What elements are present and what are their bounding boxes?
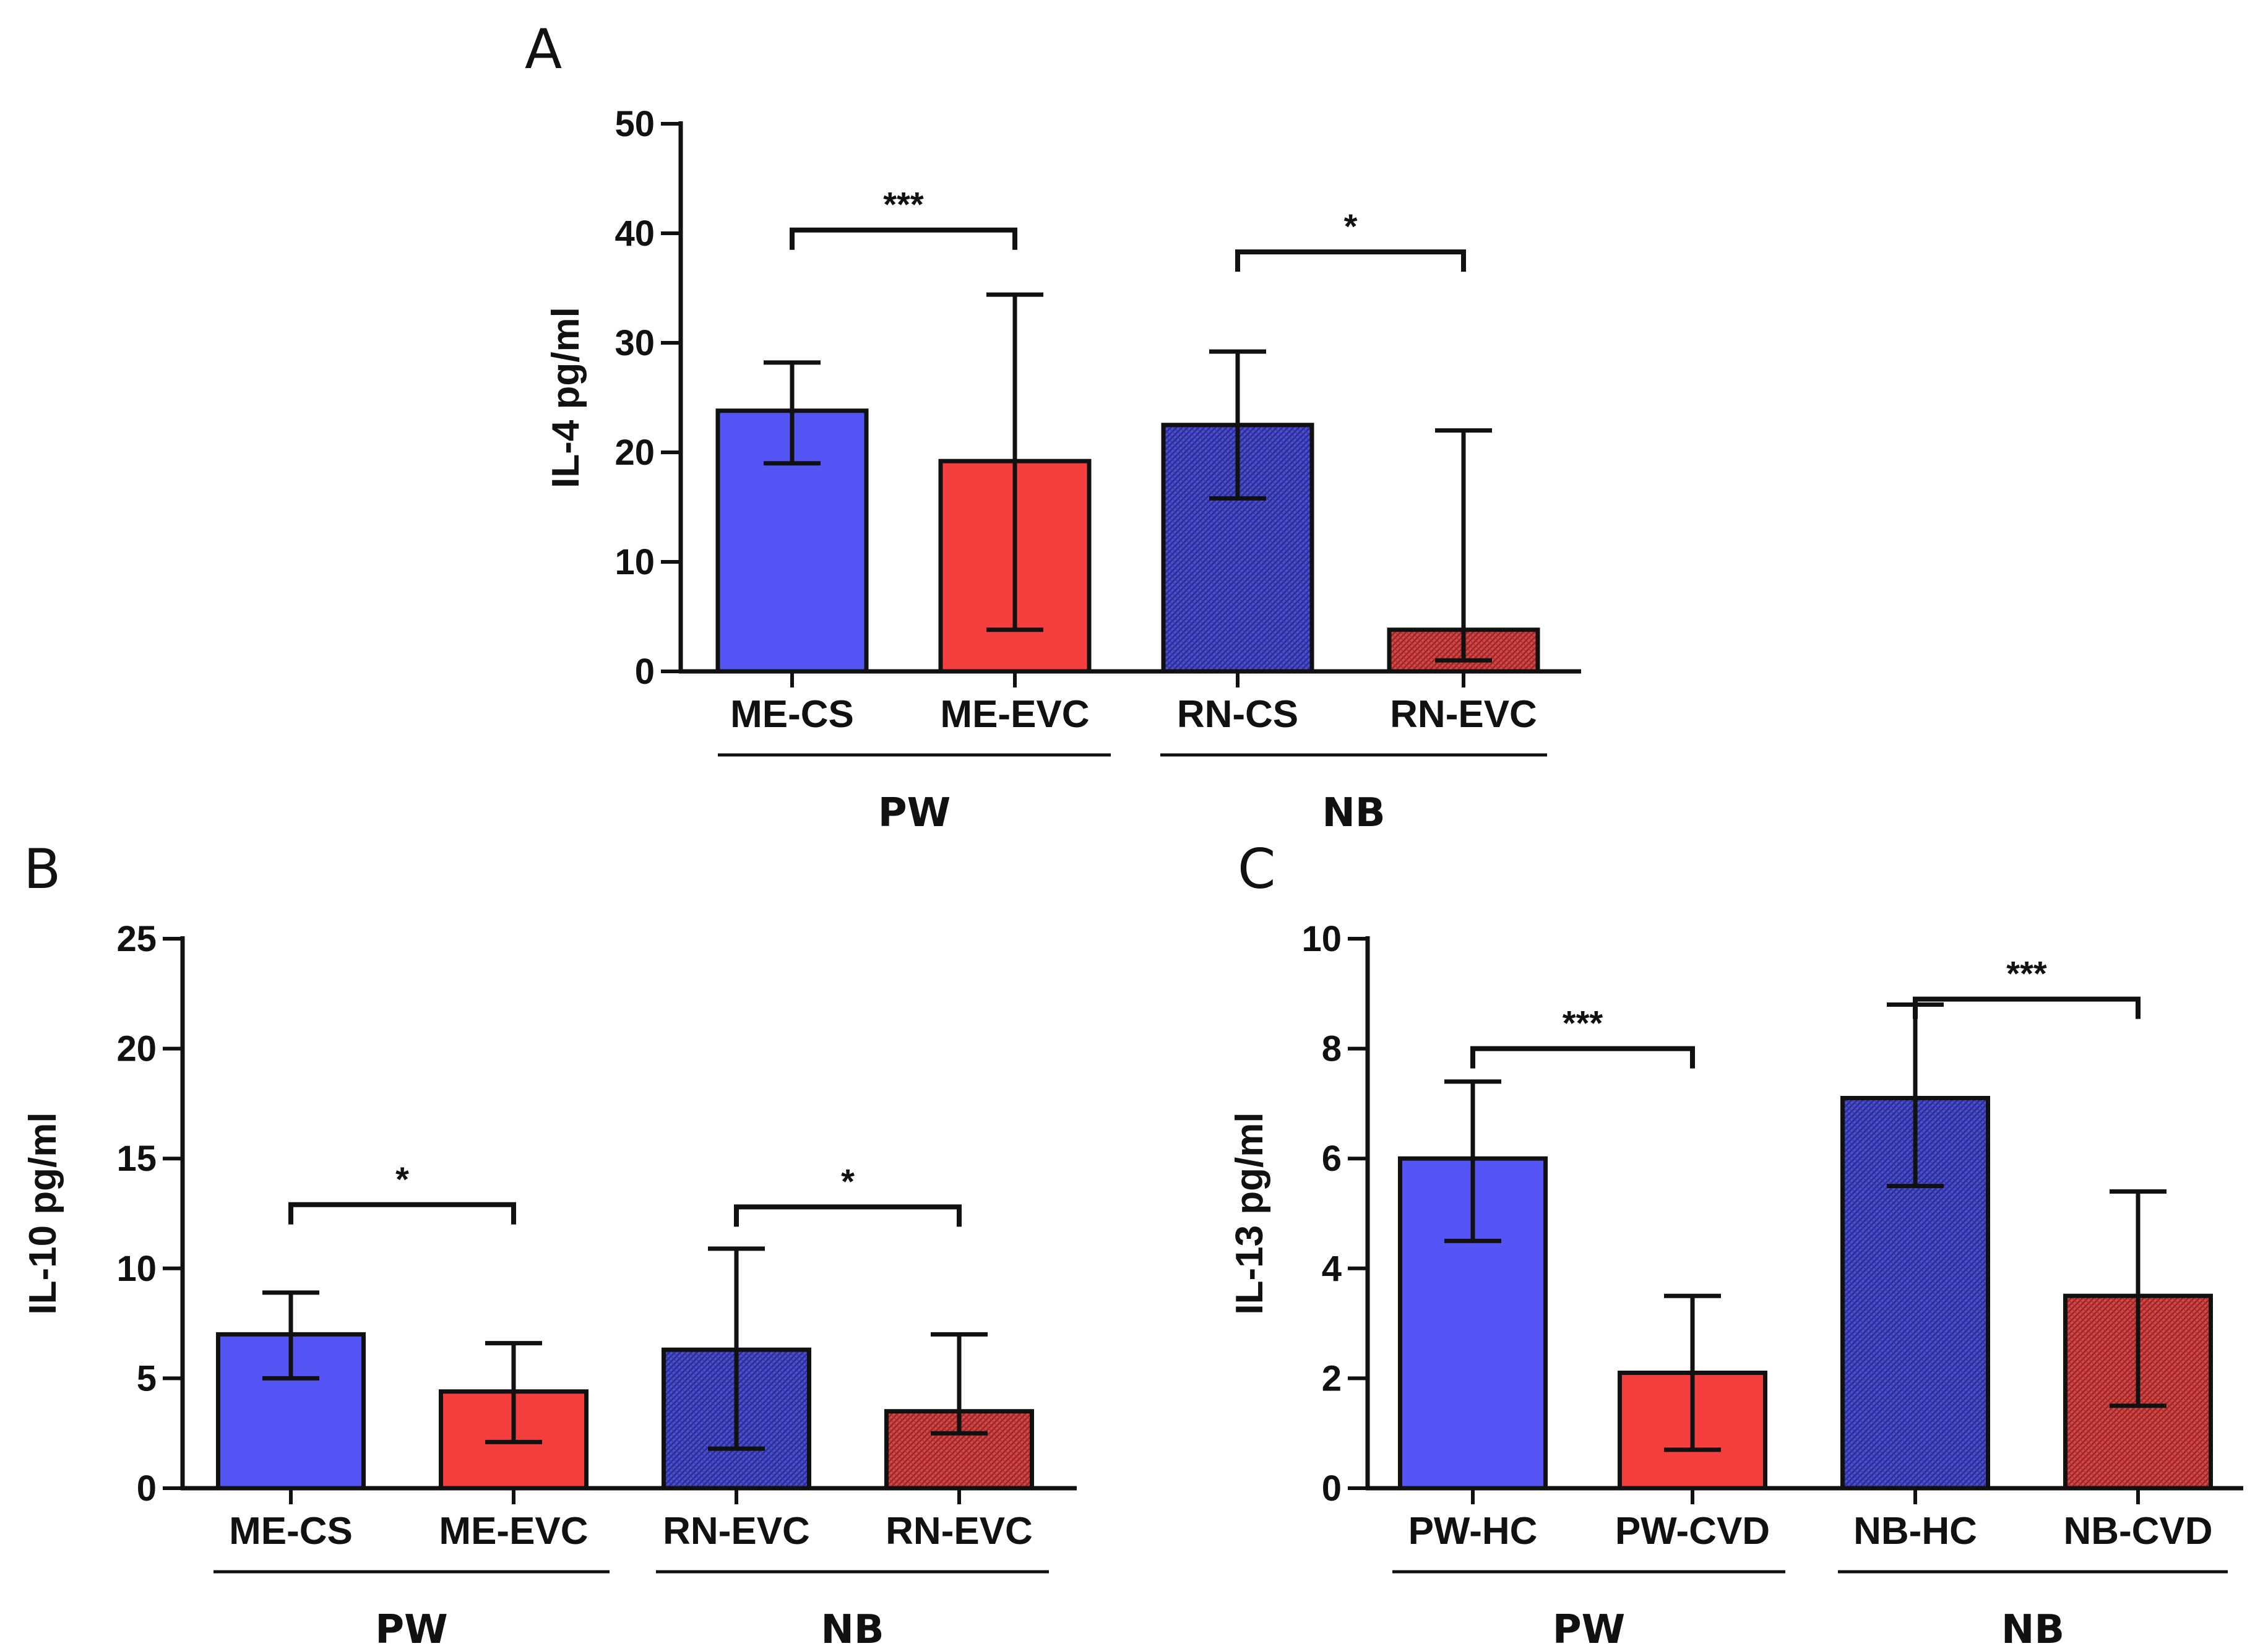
group-label: PW bbox=[375, 1607, 448, 1646]
y-tick-label: 8 bbox=[1322, 1029, 1342, 1069]
x-tick-label: PW-HC bbox=[1408, 1510, 1538, 1553]
x-tick-label: RN-EVC bbox=[886, 1510, 1033, 1553]
significance-bracket bbox=[1470, 1046, 1695, 1069]
x-tick-label: ME-CS bbox=[229, 1510, 353, 1553]
panel-letter: A bbox=[525, 17, 562, 81]
significance-label: *** bbox=[1563, 1004, 1603, 1043]
y-tick-label: 0 bbox=[1322, 1468, 1342, 1509]
y-tick-label: 15 bbox=[116, 1139, 157, 1179]
panel-b: B IL-10 pg/ml 0 5 10 15 20 25 ME-CS ME-EVC RN-EVC R… bbox=[22, 837, 1077, 1646]
significance-label: * bbox=[395, 1160, 409, 1199]
significance-bracket bbox=[1235, 249, 1466, 272]
y-tick-label: 10 bbox=[116, 1249, 157, 1289]
x-tick-label: NB-HC bbox=[1853, 1510, 1977, 1553]
y-axis-title: IL-10 pg/ml bbox=[22, 1112, 64, 1314]
x-tick-label: ME-CS bbox=[730, 693, 854, 736]
panel-a: A IL-4 pg/ml 0 10 20 30 40 50 ME-CS ME-EVC RN-CS RN… bbox=[525, 17, 1581, 836]
y-tick-label: 5 bbox=[137, 1358, 157, 1398]
y-tick-label: 50 bbox=[614, 104, 655, 144]
y-tick-label: 20 bbox=[614, 433, 655, 473]
group-label: NB bbox=[1322, 790, 1385, 836]
panel-c: C IL-13 pg/ml 0 2 4 6 8 10 PW-HC PW-CVD NB-HC NB-CV… bbox=[1228, 837, 2243, 1646]
significance-bracket bbox=[1913, 996, 2141, 1019]
x-tick-label: PW-CVD bbox=[1615, 1510, 1770, 1553]
significance-bracket bbox=[288, 1202, 516, 1225]
y-tick-label: 25 bbox=[116, 919, 157, 959]
significance-bracket bbox=[734, 1204, 962, 1227]
panel-letter: B bbox=[24, 837, 61, 901]
x-tick-label: RN-EVC bbox=[1390, 693, 1537, 736]
significance-label: *** bbox=[883, 185, 924, 224]
significance-bracket bbox=[790, 227, 1017, 250]
y-tick-label: 0 bbox=[635, 652, 655, 692]
panel-letter: C bbox=[1238, 837, 1275, 901]
significance-label: * bbox=[841, 1161, 855, 1200]
significance-label: *** bbox=[2006, 954, 2047, 993]
group-label: PW bbox=[878, 790, 951, 836]
x-tick-label: ME-EVC bbox=[940, 693, 1089, 736]
group-label: PW bbox=[1553, 1607, 1626, 1646]
y-tick-label: 10 bbox=[614, 542, 655, 582]
x-tick-label: ME-EVC bbox=[439, 1510, 588, 1553]
y-tick-label: 6 bbox=[1322, 1139, 1342, 1179]
y-tick-label: 20 bbox=[116, 1029, 157, 1069]
y-axis-title: IL-13 pg/ml bbox=[1228, 1112, 1271, 1314]
significance-label: * bbox=[1344, 207, 1358, 246]
x-tick-label: RN-CS bbox=[1177, 693, 1298, 736]
y-tick-label: 4 bbox=[1322, 1249, 1342, 1289]
y-tick-label: 40 bbox=[614, 213, 655, 254]
x-tick-label: RN-EVC bbox=[663, 1510, 810, 1553]
x-tick-label: NB-CVD bbox=[2063, 1510, 2212, 1553]
y-axis-title: IL-4 pg/ml bbox=[545, 307, 587, 488]
group-label: NB bbox=[821, 1607, 884, 1646]
y-tick-label: 10 bbox=[1301, 919, 1342, 959]
y-tick-label: 30 bbox=[614, 323, 655, 363]
y-tick-label: 2 bbox=[1322, 1358, 1342, 1398]
y-tick-label: 0 bbox=[137, 1468, 157, 1509]
group-label: NB bbox=[2001, 1607, 2064, 1646]
